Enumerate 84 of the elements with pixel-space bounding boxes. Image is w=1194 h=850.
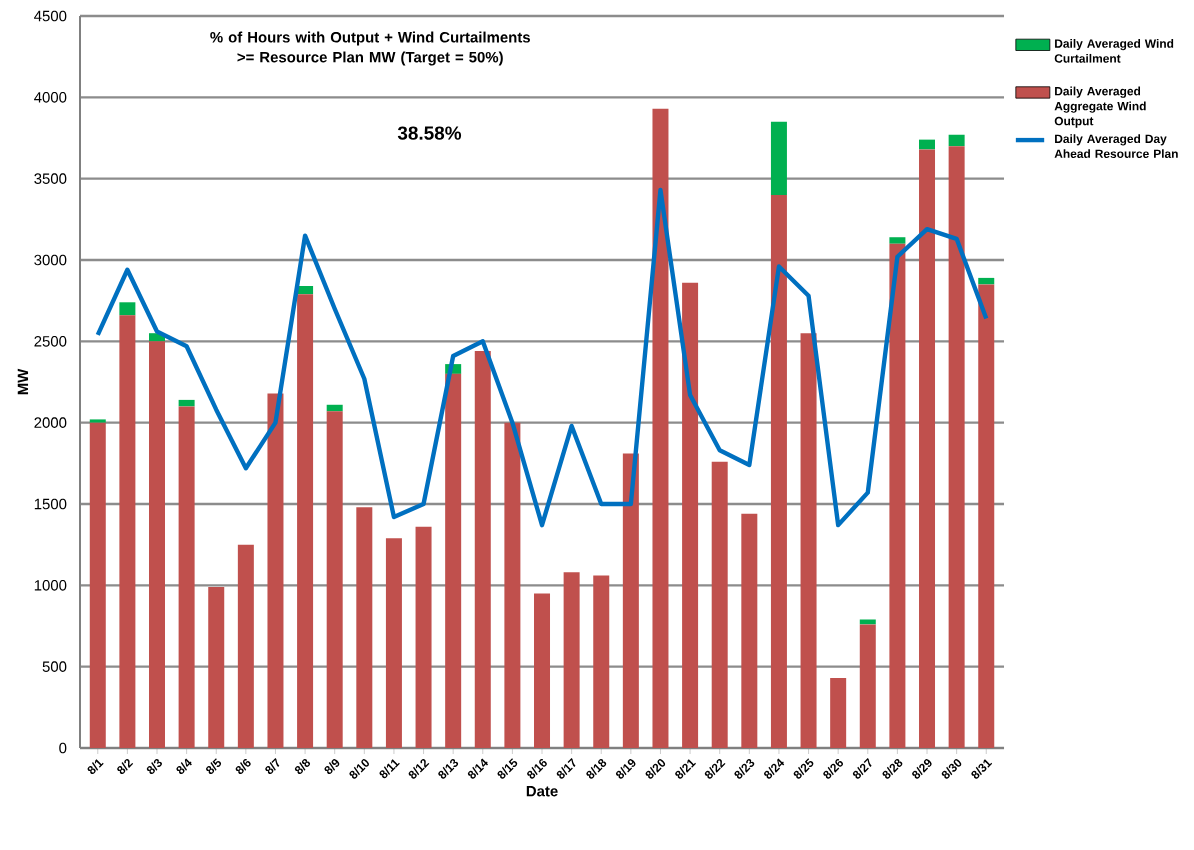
x-tick-label: 8/16 xyxy=(527,758,547,779)
x-tick-label: 8/4 xyxy=(176,758,192,775)
bar xyxy=(682,282,699,748)
bar xyxy=(474,351,491,748)
bar xyxy=(859,619,876,625)
bar xyxy=(800,333,817,748)
bar xyxy=(652,108,669,748)
y-tick-label: 4000 xyxy=(34,92,67,103)
legend-label: Daily Averaged Day Ahead Resource Plan xyxy=(1054,134,1178,158)
x-tick-label: 8/29 xyxy=(912,759,932,779)
bar xyxy=(622,453,639,748)
bar xyxy=(89,419,106,423)
bar xyxy=(919,139,936,150)
bar xyxy=(267,393,284,748)
x-tick-label: 8/30 xyxy=(941,759,962,779)
bar xyxy=(326,404,343,412)
bar xyxy=(948,146,965,748)
x-tick-label: 8/3 xyxy=(146,758,162,775)
bar xyxy=(178,406,195,748)
y-tick-label: 1000 xyxy=(34,580,67,591)
y-tick-label: 3000 xyxy=(34,254,67,266)
x-tick-label: 8/1 xyxy=(87,759,104,775)
x-tick-label: 8/22 xyxy=(704,758,726,779)
bar xyxy=(119,315,136,748)
x-tick-label: 8/28 xyxy=(882,758,903,779)
x-tick-label: 8/8 xyxy=(294,758,311,775)
x-tick-label: 8/23 xyxy=(734,758,755,779)
bar xyxy=(830,678,847,748)
x-axis-title: Date xyxy=(526,785,558,797)
line-series xyxy=(95,187,989,528)
bar xyxy=(919,149,936,748)
bar xyxy=(889,243,906,748)
legend-label: Daily Averaged Aggregate Wind Output xyxy=(1054,86,1146,128)
bar xyxy=(415,526,432,748)
bar xyxy=(149,341,165,748)
bar xyxy=(563,572,580,748)
x-tick-label: 8/13 xyxy=(438,758,459,779)
bar xyxy=(978,284,995,748)
text: % of Hours with Output + Wind Curtailments >= Resource Plan MW (Target = 50%) xyxy=(210,31,530,66)
y-tick-label: 4500 xyxy=(34,10,67,22)
bar xyxy=(504,422,521,748)
bar xyxy=(711,461,728,748)
x-tick-label: 8/6 xyxy=(235,758,251,775)
x-tick-label: 8/19 xyxy=(615,759,636,779)
x-tick-label: 8/12 xyxy=(408,758,430,779)
bar xyxy=(445,373,462,748)
y-tick-label: 2000 xyxy=(34,417,67,428)
x-tick-label: 8/18 xyxy=(586,758,607,779)
bar xyxy=(178,399,195,407)
bar xyxy=(534,593,551,748)
bar xyxy=(385,538,402,748)
bar xyxy=(237,544,254,748)
x-tick-label: 8/20 xyxy=(645,759,666,779)
y-tick-label: 500 xyxy=(42,661,67,672)
bar xyxy=(208,586,225,748)
y-tick-label: 0 xyxy=(59,742,67,754)
bar xyxy=(889,237,906,244)
annotation: 38.58% xyxy=(397,126,462,140)
y-tick-label: 1500 xyxy=(34,498,67,510)
x-tick-label: 8/2 xyxy=(117,758,134,775)
y-tick-label: 3500 xyxy=(34,173,67,184)
bar xyxy=(326,411,343,748)
bar xyxy=(356,507,373,748)
bar xyxy=(770,194,787,748)
x-tick-label: 8/7 xyxy=(265,758,280,775)
x-tick-label: 8/21 xyxy=(675,759,696,779)
bar xyxy=(593,575,610,748)
bar xyxy=(297,294,314,748)
x-tick-label: 8/26 xyxy=(823,758,844,779)
legend-label: Daily Averaged Wind Curtailment xyxy=(1054,38,1174,63)
bar xyxy=(859,624,876,748)
bar xyxy=(948,134,965,147)
x-tick-label: 8/31 xyxy=(971,759,993,779)
bar xyxy=(978,277,995,285)
bar xyxy=(770,121,787,195)
bar xyxy=(89,422,106,748)
y-axis-title: MW xyxy=(17,368,29,395)
x-tick-label: 8/5 xyxy=(206,758,222,775)
bar xyxy=(741,513,758,748)
y-tick-label: 2500 xyxy=(34,336,67,347)
bar xyxy=(119,302,136,316)
x-tick-label: 8/10 xyxy=(349,759,369,779)
x-tick-label: 8/9 xyxy=(324,759,340,775)
x-tick-label: 8/11 xyxy=(379,759,400,779)
